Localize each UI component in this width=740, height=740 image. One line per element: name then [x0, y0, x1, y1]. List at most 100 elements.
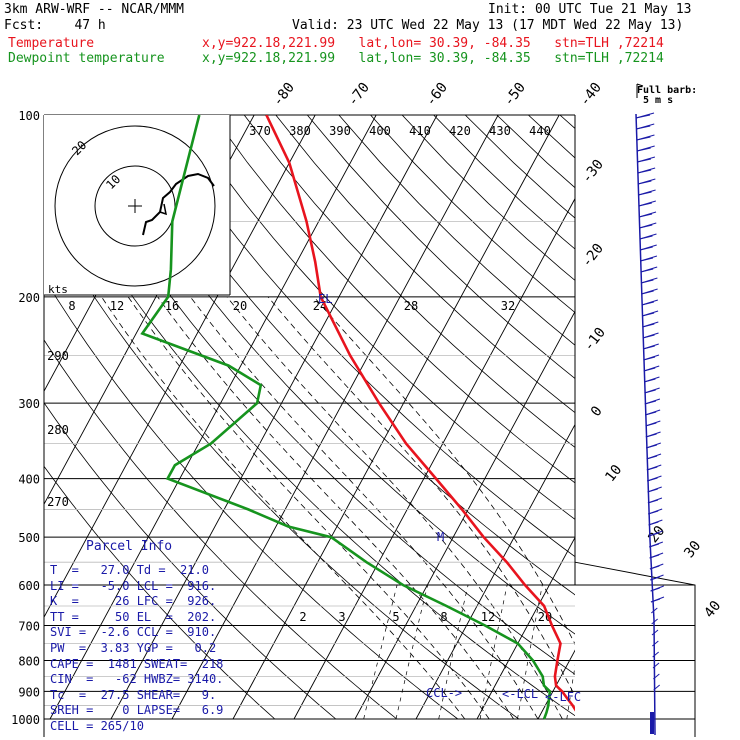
wind-barb-feather	[646, 455, 658, 460]
mixing-ratio-label-low: 5	[392, 610, 399, 624]
wind-barb-feather	[639, 235, 653, 240]
wind-barb-feather	[642, 312, 655, 317]
temperature-label: -50	[501, 80, 529, 110]
moist-adiabat	[157, 296, 514, 720]
parcel-row-tt: TT = 50 EL = 202.	[50, 609, 217, 624]
wind-barb-feather	[639, 224, 653, 229]
temperature-label: -60	[423, 80, 451, 110]
barb-panel-edge	[574, 561, 696, 737]
skewt-grid	[0, 115, 740, 720]
isotherm	[110, 115, 438, 720]
isotherm	[354, 310, 575, 720]
theta-label: 380	[289, 124, 311, 138]
isotherm	[0, 115, 10, 719]
wind-barb-feather	[639, 246, 653, 251]
wind-barb-feather	[643, 356, 656, 361]
dry-adiabat	[306, 115, 575, 380]
dry-adiabat	[212, 115, 575, 484]
temperature-label: 30	[681, 538, 704, 561]
dewpoint-legend: Dewpoint temperature	[8, 51, 165, 66]
isotherm	[660, 115, 740, 719]
isotherm	[415, 423, 575, 720]
parcel-row-cape: CAPE = 1481 SWEAT= 218	[50, 656, 224, 671]
pressure-label: 600	[18, 579, 40, 593]
wind-barb-feather	[644, 400, 657, 405]
sounding-series	[140, 115, 575, 720]
barb-surface-mark	[650, 712, 654, 734]
wind-barb-feather	[641, 301, 654, 306]
sounding-markers: EL M CCL-> <-LCL <-LFC	[318, 292, 581, 704]
wind-barb-feather	[647, 499, 659, 504]
mixing-ratio-label-low: 12	[481, 610, 495, 624]
wind-barb-feather	[636, 136, 651, 141]
wind-barb	[650, 607, 658, 614]
temperature-line	[265, 115, 575, 712]
parcel-row-cell: CELL = 265/10	[50, 719, 144, 733]
theta-label: 440	[529, 124, 551, 138]
barb-legend-value: 5 m s	[643, 95, 673, 106]
pressure-label: 300	[18, 397, 40, 411]
dry-adiabat	[496, 115, 575, 189]
wind-barb-feather	[636, 125, 651, 130]
wind-barbs: Full barb:5 m s	[635, 83, 697, 736]
wind-barb-feather	[642, 323, 655, 328]
mixing-ratio-label-low: 3	[338, 610, 345, 624]
wind-barb-feather	[644, 378, 656, 383]
marker-lcl: <-LCL	[502, 687, 538, 701]
parcel-row-k: K = 26 LFC = 926.	[50, 594, 217, 609]
wind-barb	[652, 640, 659, 647]
wind-barb-feather	[646, 466, 658, 471]
hodograph-trace-loop	[159, 203, 167, 216]
wind-barb-feather	[635, 114, 651, 119]
moist-adiabat	[267, 296, 575, 697]
parcel-row-svi: SVI = -2.6 CCL = 910.	[50, 625, 217, 640]
wind-barb-feather	[640, 268, 654, 273]
dewpoint-location: x,y=922.18,221.99 lat,lon= 30.39, -84.35…	[202, 51, 664, 66]
wind-barb-feather	[642, 334, 655, 339]
parcel-info-title: Parcel Info	[86, 539, 173, 554]
isotherm	[49, 115, 377, 720]
theta-label: 390	[329, 124, 351, 138]
mixing-ratio-label: 16	[165, 299, 179, 313]
wind-barb-feather	[643, 345, 655, 350]
barb-legend-title: Full barb:	[637, 85, 697, 96]
mixing-ratio-label-low: 8	[440, 610, 447, 624]
mixing-ratio-line	[363, 584, 398, 720]
mixing-ratio-line	[517, 584, 543, 720]
temperature-label: -10	[581, 325, 609, 355]
temperature-label: -40	[577, 80, 605, 110]
temperature-location: x,y=922.18,221.99 lat,lon= 30.39, -84.35…	[202, 36, 664, 51]
wind-barb-feather	[647, 488, 658, 493]
pressure-label: 800	[18, 654, 40, 668]
pressure-label: 400	[18, 473, 40, 487]
pressure-label: 100	[18, 109, 40, 123]
moist-adiabat	[226, 296, 563, 720]
mixing-ratio-labels: 8 12 16 20 24 28 322 3 5 8 12 20	[68, 299, 552, 624]
temperature-label: 10	[602, 462, 625, 485]
wind-barb-feather	[643, 367, 656, 372]
temperature-label: -70	[345, 80, 373, 110]
pressure-label: 1000	[11, 713, 40, 727]
model-title: 3km ARW-WRF -- NCAR/MMM	[4, 2, 185, 17]
barb-legend-flag	[636, 83, 644, 87]
isotherm	[599, 115, 740, 719]
marker-m: M	[437, 530, 444, 544]
theta-label: 370	[249, 124, 271, 138]
wind-barb-feather	[638, 202, 652, 207]
isotherm	[44, 115, 316, 619]
parcel-row-cin: CIN = -62 HWBZ= 3140.	[50, 672, 224, 687]
thetae-label: 280	[47, 423, 69, 437]
mixing-ratio-label: 28	[404, 299, 418, 313]
wind-barb-feather	[636, 147, 651, 152]
hodograph-ring-outer	[54, 125, 216, 287]
wind-barb-feather	[637, 158, 652, 163]
temperature-label: 0	[588, 403, 606, 419]
isotherm	[232, 115, 560, 720]
init-time: Init: 00 UTC Tue 21 May 13	[488, 2, 692, 17]
wind-barb-feather	[646, 444, 657, 449]
temperature-label: 40	[701, 598, 724, 621]
wind-barb-feather	[637, 169, 652, 174]
pressure-labels: 100 200 300 400 500 600 700 800 900 1000	[11, 109, 40, 727]
isotherm	[476, 536, 575, 720]
